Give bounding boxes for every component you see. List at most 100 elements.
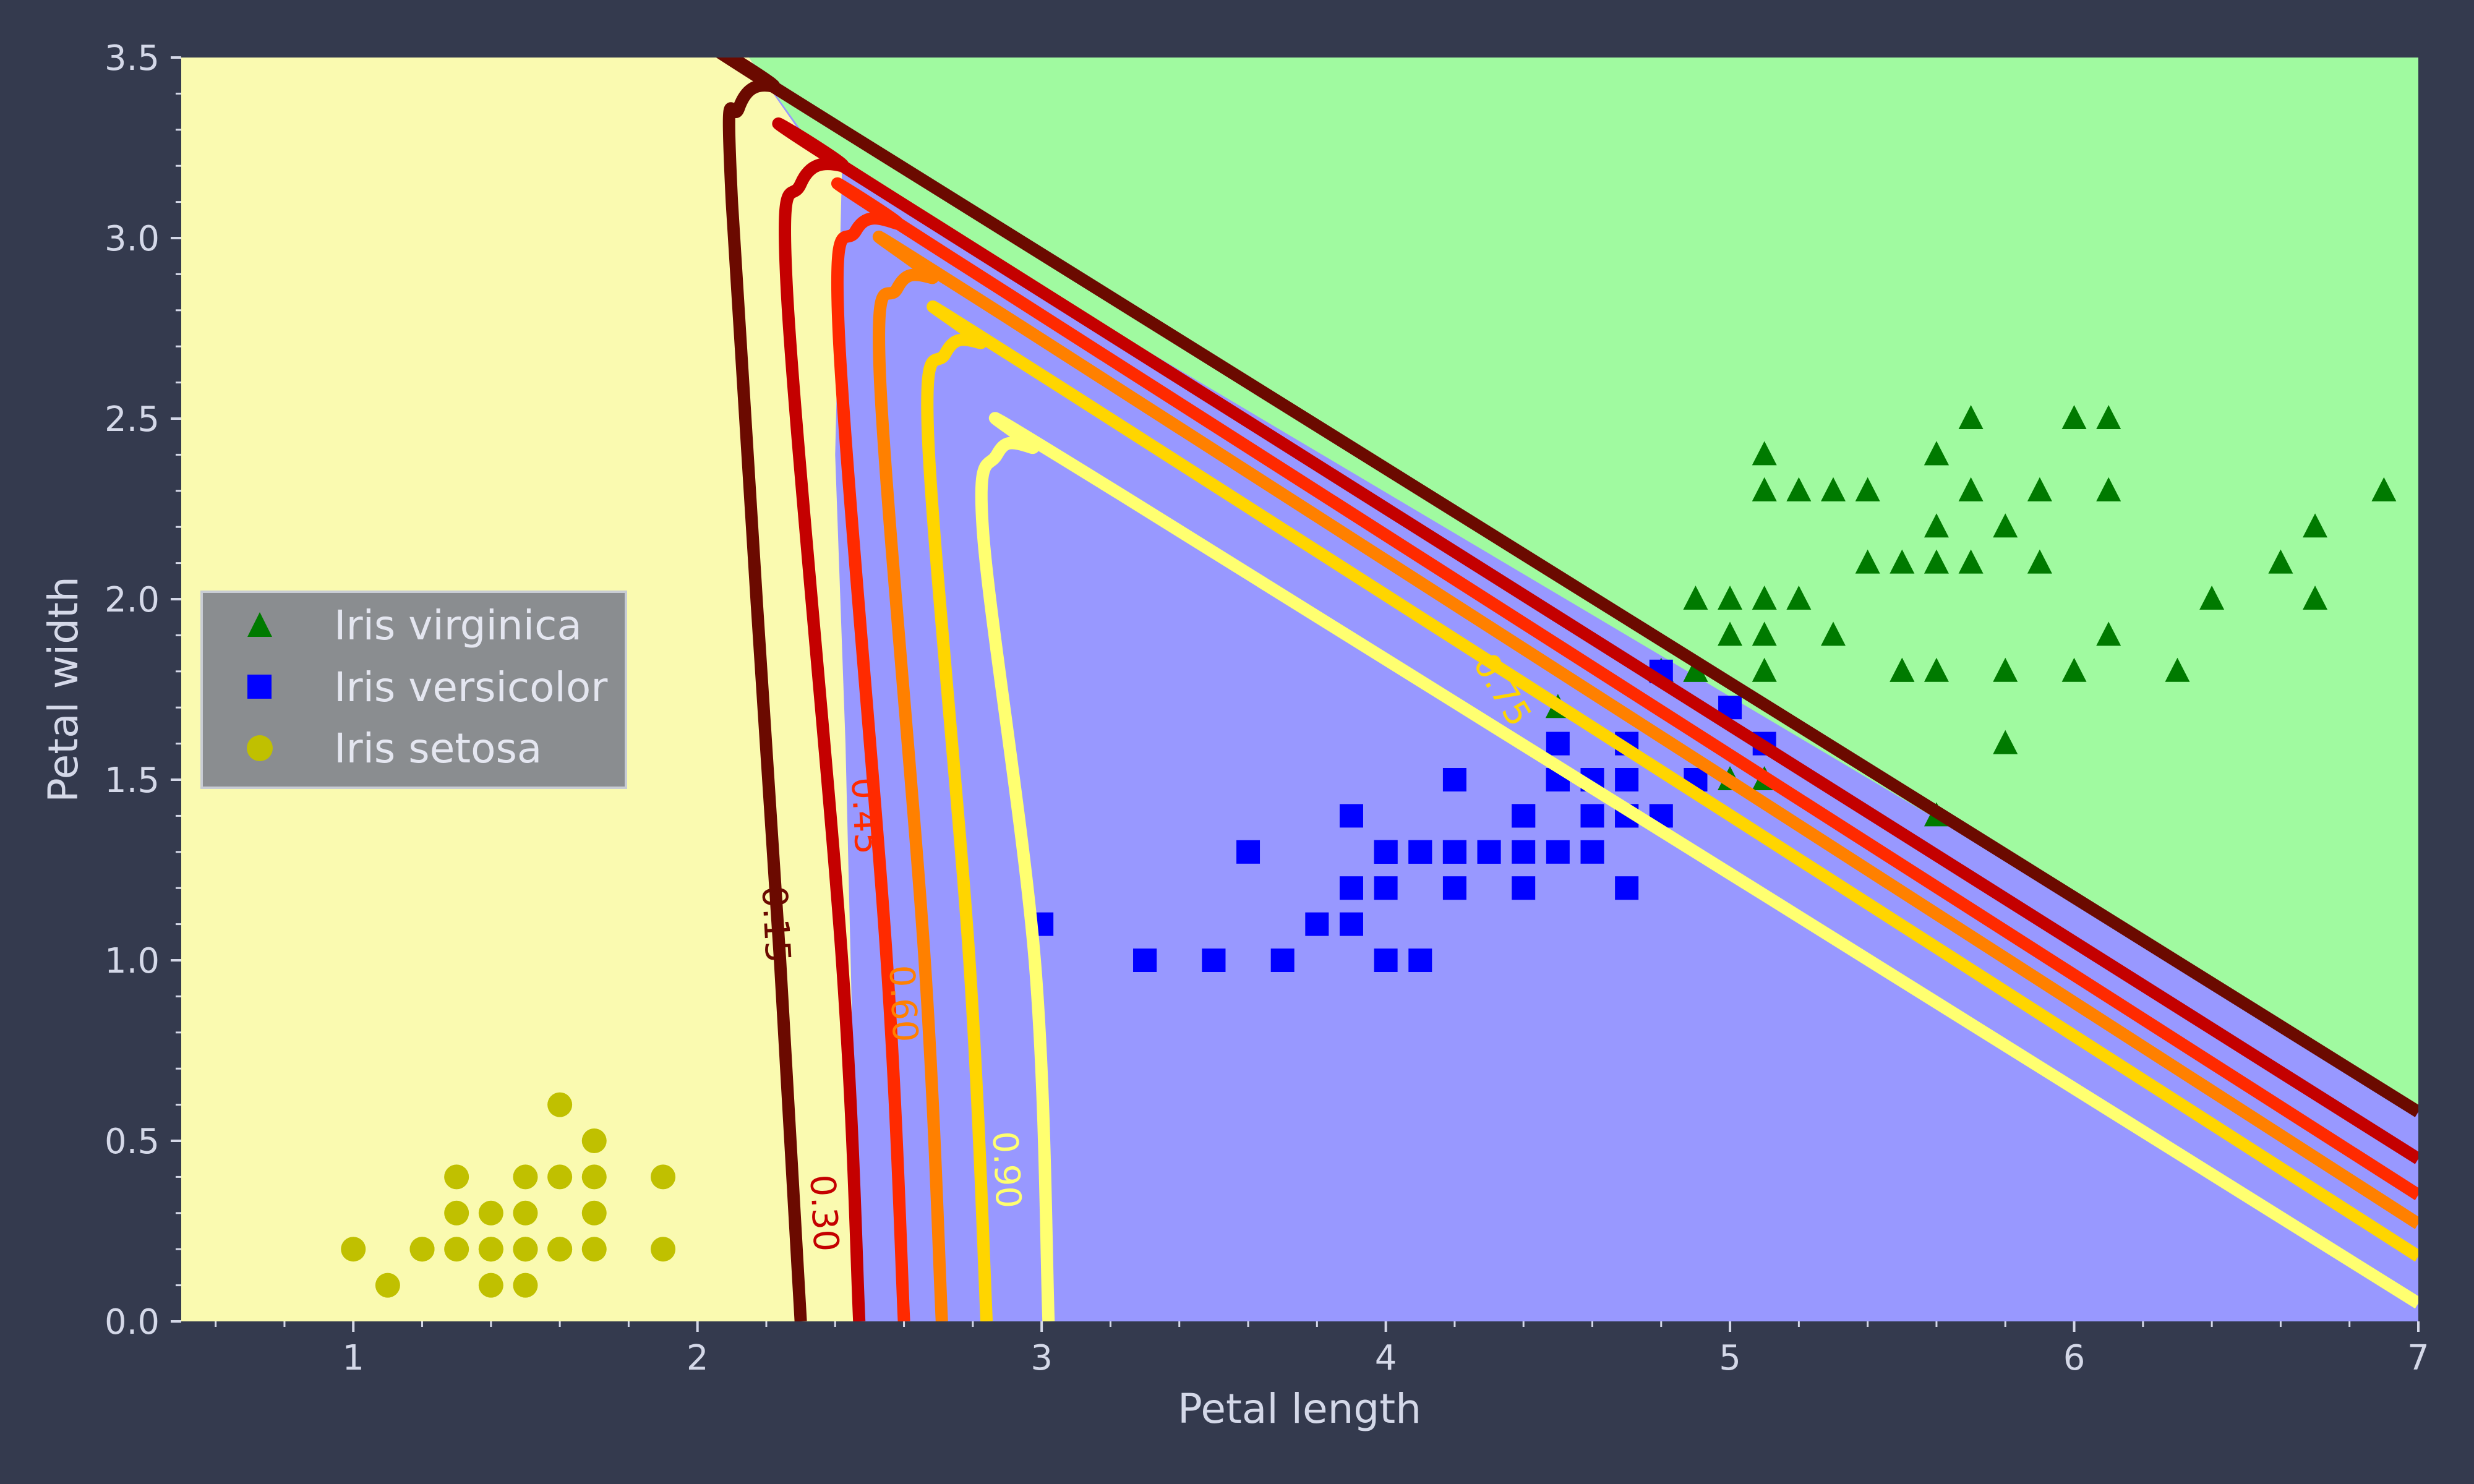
y-tick-label: 3.0 [105, 219, 160, 259]
contour-line-0.75 [921, 300, 2418, 1321]
virginica-point [1890, 657, 1915, 682]
y-tick-label: 2.0 [105, 580, 160, 620]
virginica-point [1924, 441, 1949, 466]
setosa-point [547, 1237, 573, 1262]
setosa-point [375, 1273, 400, 1298]
virginica-point [1683, 657, 1708, 682]
versicolor-point [1236, 840, 1261, 864]
legend-label: Iris virginica [334, 602, 582, 649]
setosa-point [478, 1200, 503, 1226]
virginica-point [1890, 549, 1915, 574]
virginica-point [2268, 549, 2293, 574]
versicolor-point [1580, 804, 1604, 828]
legend-label: Iris setosa [334, 725, 542, 772]
versicolor-point [1133, 949, 1157, 972]
contour-line-0.90 [975, 412, 2418, 1321]
versicolor-point [1477, 840, 1501, 864]
virginica-point [1752, 657, 1777, 682]
legend-box [200, 591, 627, 789]
y-axis-label: Petal width [40, 576, 87, 803]
virginica-point [1718, 586, 1743, 610]
versicolor-point [1408, 840, 1432, 864]
contour-line-0.15 [716, 58, 2418, 1321]
virginica-point [2303, 586, 2328, 610]
legend-label: Iris versicolor [334, 663, 608, 711]
versicolor-point [1512, 840, 1536, 864]
setosa-point [581, 1200, 607, 1226]
versicolor-point [1442, 840, 1466, 864]
virginica-point [2096, 477, 2121, 501]
versicolor-point [1580, 840, 1604, 864]
virginica-point [1752, 441, 1777, 466]
virginica-point [2165, 657, 2190, 682]
virginica-point [1855, 549, 1880, 574]
x-tick-label: 6 [2063, 1338, 2086, 1378]
virginica-point [2027, 549, 2052, 574]
contour-label-0.30: 0.30 [802, 1174, 845, 1253]
contour-label-text: 0.45 [843, 777, 887, 856]
virginica-point [2061, 405, 2087, 429]
legend: Iris virginica Iris versicolor Iris seto… [200, 591, 627, 789]
setosa-point [513, 1164, 538, 1190]
versicolor-point [1339, 876, 1363, 900]
setosa-point [547, 1164, 573, 1190]
versicolor-point [1512, 876, 1536, 900]
virginica-point [1683, 586, 1708, 610]
y-tick-label: 0.5 [105, 1122, 160, 1162]
setosa-point [513, 1273, 538, 1298]
virginica-point [1752, 586, 1777, 610]
setosa-point [409, 1237, 435, 1262]
virginica-point [2199, 586, 2225, 610]
contour-label-text: 0.30 [802, 1174, 845, 1253]
x-tick-label: 3 [1030, 1338, 1053, 1378]
setosa-point [513, 1237, 538, 1262]
circle-marker-icon [247, 735, 273, 761]
versicolor-point [1374, 949, 1398, 972]
legend-item-virginica: Iris virginica [247, 602, 582, 649]
y-tick-label: 1.0 [105, 941, 160, 981]
versicolor-point [1615, 876, 1639, 900]
virginica-point [1993, 657, 2018, 682]
versicolor-point [1339, 912, 1363, 936]
x-tick-label: 5 [1719, 1338, 1741, 1378]
setosa-point [651, 1237, 676, 1262]
virginica-point [1786, 477, 1812, 501]
y-tick-label: 0.0 [105, 1302, 160, 1342]
contour-label-text: 0.15 [753, 885, 797, 964]
contour-label-0.60: 0.60 [881, 964, 925, 1043]
virginica-point [1718, 621, 1743, 646]
contour-line-0.30 [772, 117, 2418, 1321]
probability-contours [716, 58, 2418, 1321]
legend-item-setosa: Iris setosa [247, 725, 542, 772]
virginica-point [1958, 405, 1984, 429]
square-marker-icon [247, 675, 272, 699]
setosa-point [651, 1164, 676, 1190]
triangle-marker-icon [247, 612, 272, 637]
virginica-point [2371, 477, 2397, 501]
virginica-point [1821, 477, 1846, 501]
contour-label-text: 0.90 [984, 1130, 1028, 1209]
virginica-point [2096, 621, 2121, 646]
virginica-point [1924, 657, 1949, 682]
contour-label-text: 0.60 [881, 964, 925, 1043]
virginica-point [2061, 657, 2087, 682]
virginica-point [2027, 477, 2052, 501]
region-virginica [749, 58, 2418, 1105]
versicolor-point [1546, 731, 1570, 756]
versicolor-point [1202, 949, 1226, 972]
versicolor-point [1374, 840, 1398, 864]
versicolor-point [1270, 949, 1295, 972]
virginica-point [1821, 621, 1846, 646]
virginica-point [1752, 477, 1777, 501]
virginica-point [2303, 513, 2328, 538]
setosa-point [444, 1237, 469, 1262]
versicolor-point [1339, 804, 1363, 828]
virginica-point [1993, 513, 2018, 538]
x-tick-label: 1 [342, 1338, 364, 1378]
virginica-point [1786, 586, 1812, 610]
versicolor-point [1408, 949, 1432, 972]
versicolor-point [1442, 768, 1466, 791]
virginica-point [1993, 730, 2018, 754]
versicolor-point [1546, 840, 1570, 864]
